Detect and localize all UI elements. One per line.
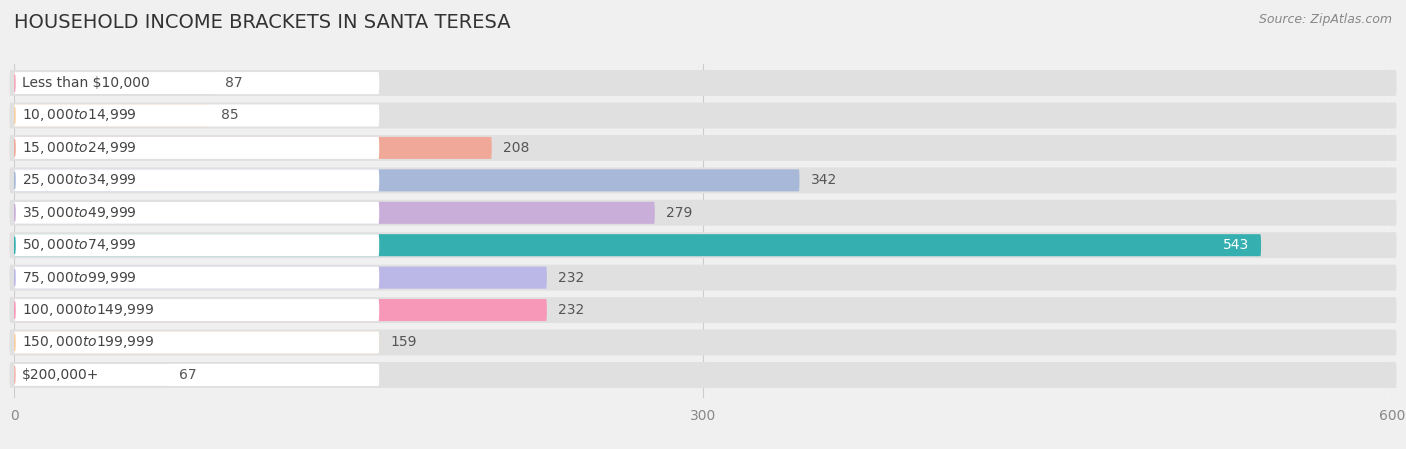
FancyBboxPatch shape (10, 70, 1396, 96)
FancyBboxPatch shape (14, 299, 380, 321)
FancyBboxPatch shape (10, 330, 1396, 356)
FancyBboxPatch shape (14, 169, 380, 191)
Text: $15,000 to $24,999: $15,000 to $24,999 (22, 140, 136, 156)
Text: $50,000 to $74,999: $50,000 to $74,999 (22, 237, 136, 253)
Text: $200,000+: $200,000+ (22, 368, 100, 382)
FancyBboxPatch shape (14, 234, 1261, 256)
Text: 159: 159 (391, 335, 418, 349)
Text: $100,000 to $149,999: $100,000 to $149,999 (22, 302, 155, 318)
Text: 279: 279 (666, 206, 693, 220)
FancyBboxPatch shape (10, 264, 1396, 291)
FancyBboxPatch shape (14, 331, 380, 353)
Text: Source: ZipAtlas.com: Source: ZipAtlas.com (1258, 13, 1392, 26)
Text: 208: 208 (503, 141, 530, 155)
FancyBboxPatch shape (10, 232, 1396, 258)
FancyBboxPatch shape (14, 202, 655, 224)
FancyBboxPatch shape (14, 105, 209, 127)
Text: 342: 342 (811, 173, 837, 187)
FancyBboxPatch shape (14, 364, 380, 386)
FancyBboxPatch shape (14, 72, 380, 94)
FancyBboxPatch shape (10, 362, 1396, 388)
Text: $35,000 to $49,999: $35,000 to $49,999 (22, 205, 136, 221)
FancyBboxPatch shape (14, 72, 214, 94)
Text: 87: 87 (225, 76, 243, 90)
FancyBboxPatch shape (14, 137, 380, 159)
FancyBboxPatch shape (14, 234, 380, 256)
FancyBboxPatch shape (14, 202, 380, 224)
Text: 543: 543 (1223, 238, 1250, 252)
FancyBboxPatch shape (14, 105, 380, 127)
FancyBboxPatch shape (14, 137, 492, 159)
FancyBboxPatch shape (10, 135, 1396, 161)
FancyBboxPatch shape (14, 331, 380, 353)
FancyBboxPatch shape (14, 299, 547, 321)
FancyBboxPatch shape (10, 167, 1396, 194)
Text: 85: 85 (221, 109, 239, 123)
Text: $10,000 to $14,999: $10,000 to $14,999 (22, 107, 136, 123)
FancyBboxPatch shape (14, 267, 547, 289)
FancyBboxPatch shape (14, 364, 167, 386)
FancyBboxPatch shape (14, 267, 380, 289)
Text: 232: 232 (558, 303, 585, 317)
Text: Less than $10,000: Less than $10,000 (22, 76, 149, 90)
Text: 67: 67 (180, 368, 197, 382)
Text: $25,000 to $34,999: $25,000 to $34,999 (22, 172, 136, 188)
Text: $75,000 to $99,999: $75,000 to $99,999 (22, 270, 136, 286)
FancyBboxPatch shape (10, 297, 1396, 323)
FancyBboxPatch shape (10, 200, 1396, 226)
FancyBboxPatch shape (14, 169, 800, 191)
Text: $150,000 to $199,999: $150,000 to $199,999 (22, 335, 155, 351)
FancyBboxPatch shape (10, 102, 1396, 128)
Text: HOUSEHOLD INCOME BRACKETS IN SANTA TERESA: HOUSEHOLD INCOME BRACKETS IN SANTA TERES… (14, 13, 510, 32)
Text: 232: 232 (558, 271, 585, 285)
